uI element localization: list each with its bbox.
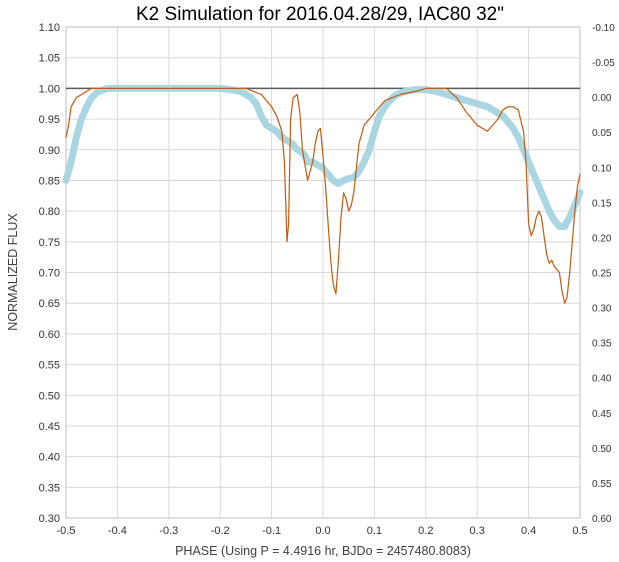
- y-tick-label: 0.35: [39, 482, 60, 494]
- gridlines: [65, 26, 581, 519]
- y2-tick-label: 0.10: [592, 163, 612, 174]
- y2-tick-label: 0.00: [592, 93, 612, 104]
- x-tick-label: -0.1: [262, 525, 281, 537]
- series-line-thin: [65, 87, 581, 304]
- y-tick-label: 0.55: [39, 360, 60, 372]
- y-tick-label: 1.10: [39, 22, 60, 34]
- y2-tick-label: 0.60: [592, 514, 612, 525]
- y-tick-label: 0.30: [39, 513, 60, 525]
- y-tick-label: 0.90: [39, 145, 60, 157]
- series-line-thick: [62, 84, 584, 230]
- x-tick-label: -0.5: [57, 525, 76, 537]
- y2-tick-label: 0.40: [592, 374, 612, 385]
- y2-tick-label: 0.25: [592, 269, 612, 280]
- x-tick-label: 0.0: [315, 525, 330, 537]
- x-tick-label: 0.4: [521, 525, 536, 537]
- y2-axis-ticks: -0.10 -0.05 0.00 0.05 0.10 0.15 0.20 0.25 0.30 0.…: [592, 23, 615, 525]
- y-tick-label: 1.05: [39, 53, 60, 65]
- x-tick-label: 0.1: [367, 525, 382, 537]
- y2-tick-label: -0.05: [592, 58, 615, 69]
- y-axis-ticks: 0.30 0.35 0.40 0.45 0.50 0.55 0.60 0.65 0.70 0.75…: [39, 22, 60, 525]
- x-tick-label: -0.2: [211, 525, 230, 537]
- y-tick-label: 0.95: [39, 114, 60, 126]
- y2-tick-label: 0.50: [592, 444, 612, 455]
- y2-tick-label: -0.10: [592, 23, 615, 34]
- y-tick-label: 0.75: [39, 237, 60, 249]
- chart-title: K2 Simulation for 2016.04.28/29, IAC80 3…: [136, 4, 504, 25]
- y-tick-label: 0.45: [39, 421, 60, 433]
- y-tick-label: 0.60: [39, 329, 60, 341]
- y2-tick-label: 0.20: [592, 233, 612, 244]
- y-axis-label: NORMALIZED FLUX: [6, 213, 20, 331]
- x-axis-ticks: -0.5 -0.4 -0.3 -0.2 -0.1 0.0 0.1 0.2 0.3 0.4 0.5: [57, 525, 588, 537]
- x-axis-label: PHASE (Using P = 4.4916 hr, BJDo = 24574…: [175, 544, 471, 558]
- x-tick-label: 0.3: [470, 525, 485, 537]
- y2-tick-label: 0.05: [592, 128, 612, 139]
- y-tick-label: 0.65: [39, 298, 60, 310]
- y2-tick-label: 0.30: [592, 304, 612, 315]
- y-tick-label: 0.50: [39, 390, 60, 402]
- y-tick-label: 0.80: [39, 206, 60, 218]
- y2-tick-label: 0.35: [592, 339, 612, 350]
- x-tick-label: -0.4: [108, 525, 127, 537]
- y2-tick-label: 0.15: [592, 198, 612, 209]
- x-tick-label: 0.5: [572, 525, 587, 537]
- x-tick-label: 0.2: [418, 525, 433, 537]
- y-tick-label: 0.40: [39, 452, 60, 464]
- y-tick-label: 1.00: [39, 83, 60, 95]
- series-group: [62, 84, 584, 304]
- x-tick-label: -0.3: [159, 525, 178, 537]
- y2-tick-label: 0.55: [592, 479, 612, 490]
- y2-tick-label: 0.45: [592, 409, 612, 420]
- plot-frame: [65, 26, 581, 519]
- y-tick-label: 0.70: [39, 268, 60, 280]
- y-tick-label: 0.85: [39, 175, 60, 187]
